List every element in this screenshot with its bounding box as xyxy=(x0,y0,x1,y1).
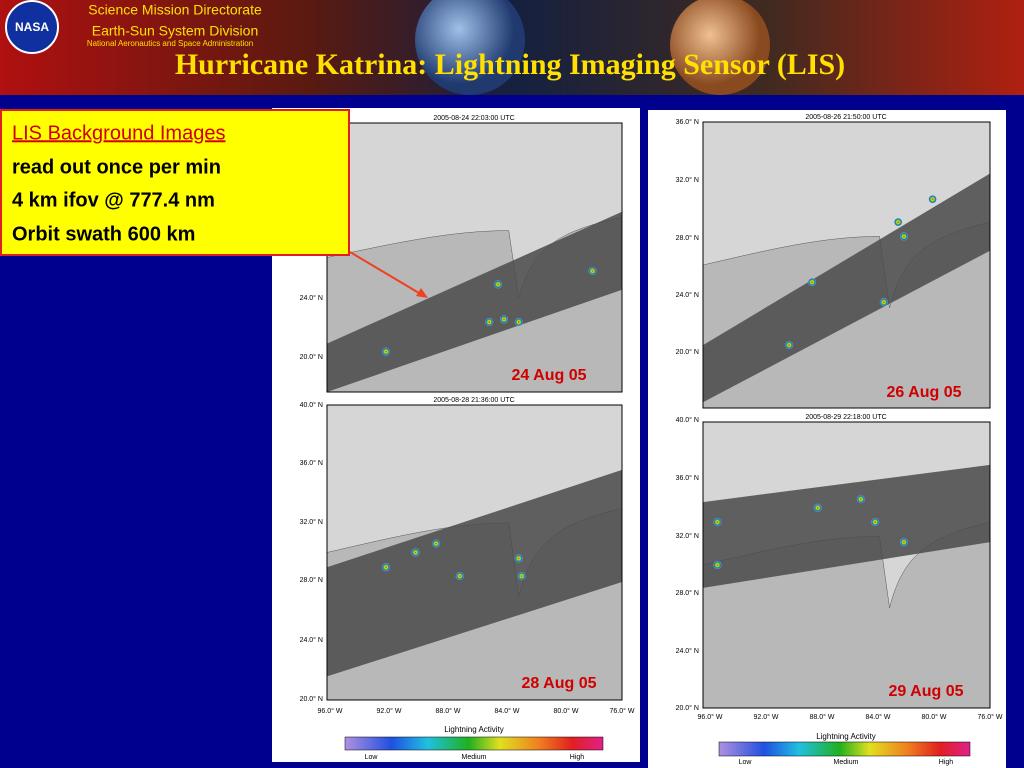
map-frame xyxy=(326,122,623,393)
date-label: 29 Aug 05 xyxy=(889,683,964,700)
lat-tick-label: 40.0° N xyxy=(676,416,699,424)
legend-title: Lightning Activity xyxy=(816,732,876,741)
arrow-head xyxy=(416,288,428,298)
lightning-flash xyxy=(432,539,441,548)
lat-tick-label: 20.0° N xyxy=(300,695,323,703)
lightning-flash xyxy=(485,318,494,327)
lightning-flash xyxy=(517,572,526,581)
legend-title: Lightning Activity xyxy=(444,725,504,734)
lon-tick-label: 80.0° W xyxy=(922,713,947,721)
map-frame xyxy=(326,404,623,701)
lon-tick-label: 92.0° W xyxy=(377,707,402,715)
lat-tick-label: 32.0° N xyxy=(676,532,699,540)
lightning-flash xyxy=(713,561,722,569)
lon-tick-label: 80.0° W xyxy=(554,707,579,715)
date-label: 24 Aug 05 xyxy=(512,367,587,384)
arrow xyxy=(349,251,425,297)
lightning-flash xyxy=(588,266,597,275)
lat-tick-label: 36.0° N xyxy=(676,118,699,126)
lat-tick-label: 36.0° N xyxy=(300,459,323,467)
lat-tick-label: 32.0° N xyxy=(300,518,323,526)
map-timestamp: 2005-08-29 22:18:00 UTC xyxy=(805,414,886,421)
lat-tick-label: 36.0° N xyxy=(676,474,699,482)
legend-level: Medium xyxy=(834,759,859,766)
lightning-flash xyxy=(785,341,794,350)
lon-tick-label: 76.0° W xyxy=(978,713,1003,721)
lat-tick-label: 24.0° N xyxy=(676,291,699,299)
legend-level: Low xyxy=(739,759,753,766)
lat-tick-label: 24.0° N xyxy=(300,294,323,302)
lightning-flash xyxy=(382,347,390,356)
lon-tick-label: 88.0° W xyxy=(436,707,461,715)
lat-tick-label: 40.0° N xyxy=(300,401,323,409)
callout-line: 4 km ifov @ 777.4 nm xyxy=(12,189,215,211)
orbit-swath xyxy=(703,173,990,403)
org-line: Science Mission Directorate xyxy=(88,2,262,18)
map-frame xyxy=(702,121,991,409)
colorbar xyxy=(718,741,971,757)
lon-tick-label: 76.0° W xyxy=(610,707,635,715)
orbit-swath xyxy=(703,464,990,588)
lat-tick-label: 20.0° N xyxy=(676,348,699,356)
lightning-flash xyxy=(500,315,508,324)
lat-tick-label: 28.0° N xyxy=(300,576,323,584)
logo-text: NASA xyxy=(15,20,49,34)
lon-tick-label: 96.0° W xyxy=(698,713,723,721)
lightning-flash xyxy=(894,218,903,227)
lightning-flash xyxy=(411,548,420,557)
lightning-flash xyxy=(899,232,908,241)
lightning-flash xyxy=(856,495,865,504)
lightning-flash xyxy=(382,563,390,572)
callout-line: read out once per min xyxy=(12,156,221,178)
map-timestamp: 2005-08-28 21:36:00 UTC xyxy=(433,397,514,404)
lightning-flash xyxy=(928,195,937,204)
lat-tick-label: 20.0° N xyxy=(300,353,323,361)
lightning-flash xyxy=(713,518,722,527)
lat-tick-label: 24.0° N xyxy=(676,647,699,655)
lightning-flash xyxy=(879,298,888,307)
lat-tick-label: 28.0° N xyxy=(676,589,699,597)
lon-tick-label: 88.0° W xyxy=(810,713,835,721)
lat-tick-label: 20.0° N xyxy=(676,704,699,712)
map-timestamp: 2005-08-26 21:50:00 UTC xyxy=(805,114,886,121)
lat-tick-label: 24.0° N xyxy=(300,636,323,644)
date-label: 26 Aug 05 xyxy=(887,384,962,401)
legend-level: Medium xyxy=(462,754,487,761)
callout-line: Orbit swath 600 km xyxy=(12,223,195,245)
map-timestamp: 2005-08-24 22:03:00 UTC xyxy=(433,115,514,122)
callout-box xyxy=(0,109,350,256)
planet xyxy=(670,0,770,95)
org-line: Earth-Sun System Division xyxy=(92,23,259,39)
legend-level: High xyxy=(570,754,585,761)
legend-level: High xyxy=(939,759,954,766)
lightning-flash xyxy=(455,572,464,581)
lightning-flash xyxy=(871,518,880,527)
lightning-flash xyxy=(494,280,503,289)
lon-tick-label: 84.0° W xyxy=(866,713,891,721)
nasa-logo xyxy=(5,0,59,54)
lon-tick-label: 84.0° W xyxy=(495,707,520,715)
colorbar xyxy=(344,736,604,751)
lightning-flash xyxy=(514,554,523,563)
lat-tick-label: 28.0° N xyxy=(676,234,699,242)
org-line: National Aeronautics and Space Administr… xyxy=(87,39,253,48)
map-frame xyxy=(702,421,991,709)
lightning-flash xyxy=(514,318,523,327)
legend-level: Low xyxy=(365,754,379,761)
slide-title: Hurricane Katrina: Lightning Imaging Sen… xyxy=(175,48,845,81)
lightning-flash xyxy=(808,278,817,287)
lightning-flash xyxy=(813,503,822,512)
planet xyxy=(415,0,525,95)
lat-tick-label: 32.0° N xyxy=(676,176,699,184)
date-label: 28 Aug 05 xyxy=(522,675,597,692)
orbit-swath xyxy=(327,469,622,677)
lon-tick-label: 92.0° W xyxy=(754,713,779,721)
lightning-flash xyxy=(899,538,908,547)
callout-heading: LIS Background Images xyxy=(12,122,225,144)
lon-tick-label: 96.0° W xyxy=(318,707,343,715)
orbit-swath xyxy=(327,211,622,392)
